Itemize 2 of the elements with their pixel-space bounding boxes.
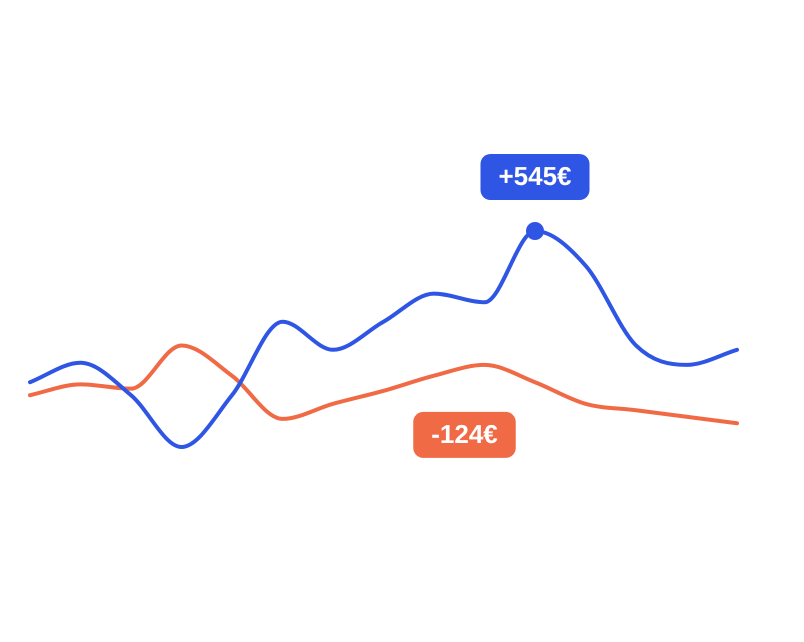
text: +545€: [498, 161, 572, 192]
annotation: -124€: [431, 419, 498, 450]
